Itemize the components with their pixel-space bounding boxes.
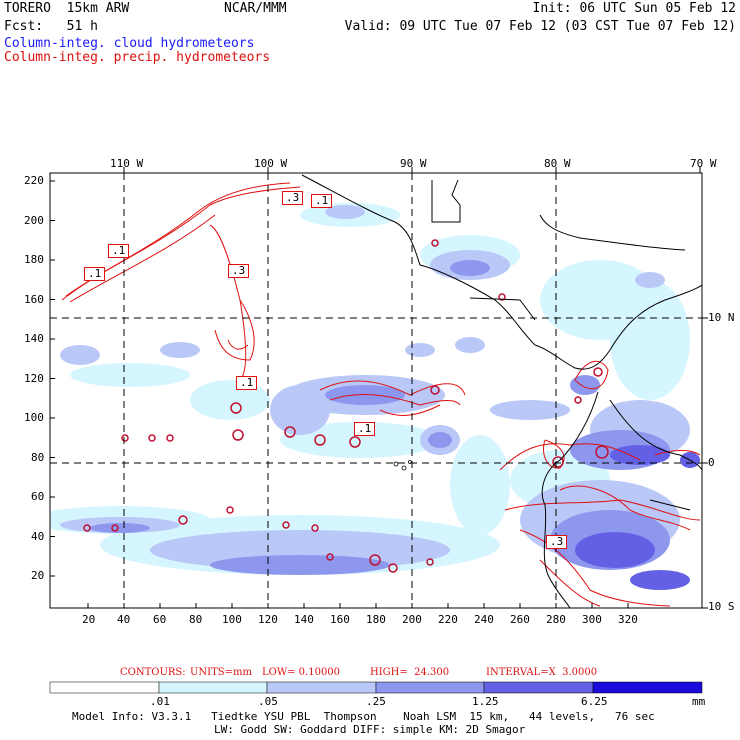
contours-interval: INTERVAL=X 3.0000 xyxy=(486,667,598,678)
physics-info: LW: Godd SW: Goddard DIFF: simple KM: 2D… xyxy=(214,723,526,736)
lon-label-110w: 110 W xyxy=(110,157,144,170)
contours-units: UNITS=mm xyxy=(190,667,252,678)
x-tick-label: 60 xyxy=(153,613,167,626)
x-tick-label: 220 xyxy=(438,613,458,626)
x-tick-label: 260 xyxy=(510,613,530,626)
x-tick-label: 320 xyxy=(618,613,638,626)
contour-label: .1 xyxy=(84,267,106,281)
y-tick-label: 220 xyxy=(24,174,44,187)
y-tick-label: 140 xyxy=(24,332,44,345)
x-tick-label: 160 xyxy=(330,613,350,626)
x-tick-label: 120 xyxy=(258,613,278,626)
x-tick-label: 100 xyxy=(222,613,242,626)
y-tick-label: 20 xyxy=(31,569,45,582)
x-tick-label: 140 xyxy=(294,613,314,626)
x-tick-label: 200 xyxy=(402,613,422,626)
contours-low: LOW= 0.10000 xyxy=(262,667,341,678)
x-tick-label: 180 xyxy=(366,613,386,626)
x-tick-label: 80 xyxy=(189,613,203,626)
x-tick-label: 300 xyxy=(582,613,602,626)
forecast-hour: Fcst: 51 h xyxy=(4,19,98,34)
contour-label: .3 xyxy=(228,264,250,278)
contour-label: .3 xyxy=(282,191,304,205)
contours-title: CONTOURS: xyxy=(120,667,186,678)
lat-label-10n: 10 N xyxy=(708,311,735,324)
valid-time: Valid: 09 UTC Tue 07 Feb 12 (03 CST Tue … xyxy=(344,19,736,34)
x-tick-label: 280 xyxy=(546,613,566,626)
colorbar-label: 1.25 xyxy=(472,695,499,708)
lon-label-70w: 70 W xyxy=(690,157,717,170)
x-tick-label: 40 xyxy=(117,613,131,626)
shading-level4 xyxy=(575,445,700,590)
colorbar-label: .01 xyxy=(150,695,170,708)
y-tick-label: 180 xyxy=(24,253,44,266)
model-name: TORERO 15km ARW xyxy=(4,1,130,16)
x-tick-label: 240 xyxy=(474,613,494,626)
x-tick-label: 20 xyxy=(82,613,96,626)
colorbar xyxy=(49,681,703,694)
colorbar-label: .25 xyxy=(366,695,386,708)
contours-high: HIGH= 24.300 xyxy=(370,667,450,678)
model-info: Model Info: V3.3.1 Tiedtke YSU PBL Thomp… xyxy=(72,710,655,723)
colorbar-label: 6.25 xyxy=(581,695,608,708)
y-tick-label: 160 xyxy=(24,293,44,306)
y-tick-label: 100 xyxy=(24,411,44,424)
contour-label: .1 xyxy=(236,376,258,390)
y-tick-label: 40 xyxy=(31,530,45,543)
galapagos xyxy=(393,460,412,471)
contour-label: .3 xyxy=(546,535,568,549)
axis-ticks xyxy=(50,167,708,609)
lon-label-90w: 90 W xyxy=(400,157,427,170)
y-tick-label: 60 xyxy=(31,490,45,503)
coastlines xyxy=(301,174,702,608)
contour-label: .1 xyxy=(108,244,130,258)
contour-label: .1 xyxy=(354,422,376,436)
precip-cores xyxy=(83,239,609,573)
organization: NCAR/MMM xyxy=(224,1,287,16)
lat-label-0: 0 xyxy=(708,456,715,469)
y-tick-label: 120 xyxy=(24,372,44,385)
lat-label-10s: 10 S xyxy=(708,600,735,613)
field-cloud-label: Column-integ. cloud hydrometeors xyxy=(4,36,255,51)
contour-label: .1 xyxy=(311,194,333,208)
y-tick-label: 80 xyxy=(31,451,45,464)
field-precip-label: Column-integ. precip. hydrometeors xyxy=(4,50,271,65)
lon-label-80w: 80 W xyxy=(544,157,571,170)
colorbar-label: .05 xyxy=(258,695,278,708)
y-tick-label: 200 xyxy=(24,214,44,227)
lon-label-100w: 100 W xyxy=(254,157,288,170)
colorbar-unit: mm xyxy=(692,695,706,708)
init-time: Init: 06 UTC Sun 05 Feb 12 xyxy=(532,1,737,16)
